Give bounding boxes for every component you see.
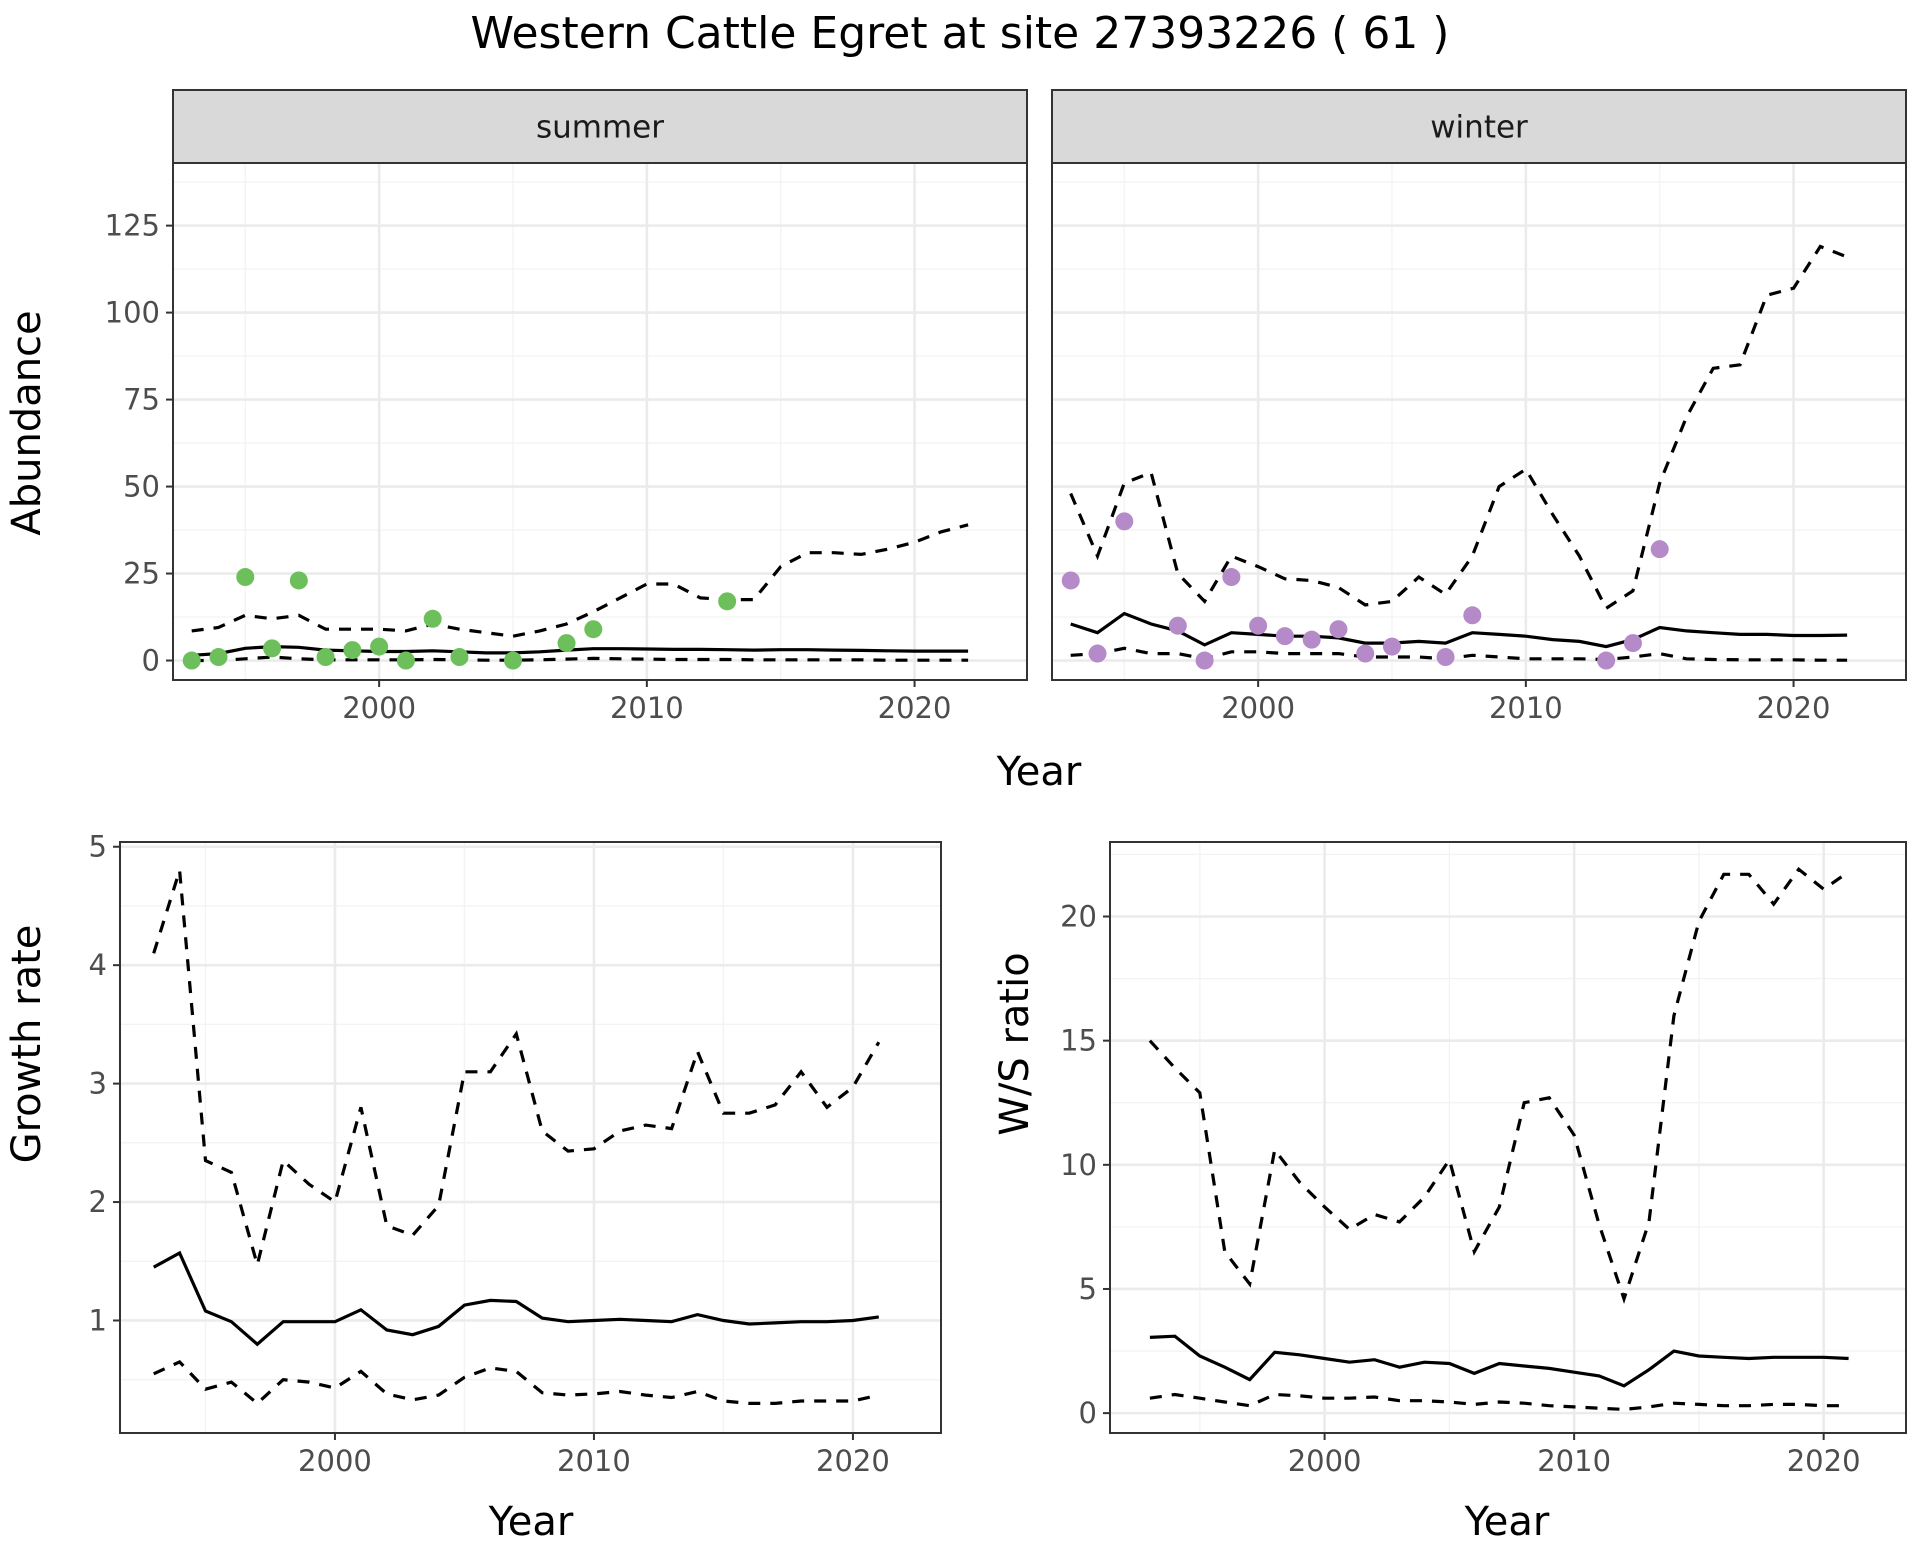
- summer-y-tick-label: 0: [142, 644, 160, 678]
- winter-observed-point: [1463, 606, 1482, 625]
- winter-observed-point: [1356, 644, 1375, 663]
- ratio-upper-line: [1148, 867, 1850, 1305]
- ratio-panel-border: [1109, 841, 1907, 1434]
- growth-estimate-line: [152, 1250, 880, 1347]
- ws-ratio-panel: 2000 2010 2020 0 5 10 15 20: [1060, 841, 1907, 1478]
- winter-lower-line: [1070, 646, 1848, 662]
- ratio-y-tick-label: 15: [1060, 1024, 1097, 1058]
- growth-upper-line: [152, 869, 881, 1272]
- abundance-summer-panel: summer 2000 2010 2020 0 25 50 75 100 125: [105, 89, 1028, 725]
- growth-y-tick-label: 3: [89, 1067, 107, 1101]
- summer-y-tick-label: 25: [123, 557, 160, 591]
- winter-observed-point: [1249, 616, 1268, 635]
- summer-observed-point: [263, 639, 282, 658]
- ratio-estimate-line: [1149, 1334, 1849, 1388]
- summer-observed-point: [423, 609, 442, 628]
- ratio-x-tick-label: 2010: [1537, 1444, 1611, 1478]
- growth-lower-line: [153, 1359, 880, 1406]
- winter-observed-point: [1088, 644, 1107, 663]
- summer-observed-point: [209, 648, 228, 667]
- winter-estimate-line: [1070, 611, 1848, 649]
- growth-y-tick-label: 5: [89, 830, 107, 864]
- summer-y-tick-label: 125: [105, 209, 160, 243]
- summer-observed-point: [289, 571, 308, 590]
- summer-observed-point: [236, 568, 255, 587]
- abundance-x-axis-title: Year: [996, 749, 1082, 795]
- summer-y-tick-label: 100: [105, 296, 160, 330]
- ratio-y-tick-label: 0: [1079, 1396, 1097, 1430]
- summer-observed-point: [557, 634, 576, 653]
- winter-observed-point: [1115, 512, 1134, 531]
- growth-y-tick-label: 4: [89, 948, 107, 982]
- winter-observed-point: [1061, 571, 1080, 590]
- summer-y-tick-label: 50: [123, 470, 160, 504]
- growth-rate-panel: 2000 2010 2020 1 2 3 4 5: [89, 830, 942, 1478]
- winter-observed-point: [1329, 620, 1348, 639]
- ratio-x-tick-label: 2000: [1288, 1444, 1362, 1478]
- winter-x-tick-label: 2010: [1489, 691, 1563, 725]
- summer-x-tick-label: 2000: [342, 691, 416, 725]
- winter-observed-point: [1650, 540, 1669, 559]
- winter-facet-strip: [1051, 89, 1907, 164]
- winter-x-tick-label: 2020: [1757, 691, 1831, 725]
- winter-observed-point: [1623, 634, 1642, 653]
- winter-upper-line: [1069, 244, 1848, 611]
- winter-observed-point: [1302, 630, 1321, 649]
- winter-observed-point: [1195, 651, 1214, 670]
- winter-observed-point: [1222, 568, 1241, 587]
- ratio-lower-line: [1149, 1392, 1849, 1412]
- summer-observed-point: [343, 641, 362, 660]
- summer-panel-border: [172, 162, 1028, 681]
- ratio-y-tick-label: 10: [1060, 1148, 1097, 1182]
- summer-observed-point: [718, 592, 737, 611]
- ratio-y-tick-label: 5: [1079, 1272, 1097, 1306]
- abundance-winter-panel: winter 2000 2010 2020: [1051, 89, 1907, 725]
- summer-x-tick-label: 2020: [878, 691, 952, 725]
- summer-upper-line: [191, 523, 969, 638]
- winter-panel-border: [1051, 162, 1907, 681]
- winter-observed-point: [1382, 637, 1401, 656]
- summer-observed-point: [182, 651, 201, 670]
- summer-x-tick-label: 2010: [610, 691, 684, 725]
- ws-ratio-y-axis-title: W/S ratio: [992, 952, 1038, 1135]
- growth-x-tick-label: 2010: [557, 1444, 631, 1478]
- ratio-x-tick-label: 2020: [1787, 1444, 1861, 1478]
- summer-observed-point: [370, 637, 389, 656]
- summer-observed-point: [450, 648, 469, 667]
- summer-estimate-line: [191, 644, 969, 657]
- summer-observed-point: [396, 651, 415, 670]
- ratio-y-tick-label: 20: [1060, 899, 1097, 933]
- summer-lower-line: [191, 655, 969, 663]
- growth-x-tick-label: 2020: [816, 1444, 890, 1478]
- winter-observed-point: [1275, 627, 1294, 646]
- summer-facet-strip: [172, 89, 1028, 164]
- winter-observed-point: [1436, 648, 1455, 667]
- summer-observed-point: [584, 620, 603, 639]
- summer-facet-label: summer: [536, 110, 664, 146]
- growth-y-tick-label: 1: [89, 1303, 107, 1337]
- summer-observed-point: [316, 648, 335, 667]
- abundance-y-axis-title: Abundance: [4, 310, 50, 535]
- growth-panel-border: [119, 841, 942, 1434]
- growth-rate-y-axis-title: Growth rate: [4, 925, 50, 1164]
- winter-x-tick-label: 2000: [1221, 691, 1295, 725]
- winter-observed-point: [1597, 651, 1616, 670]
- winter-facet-label: winter: [1430, 110, 1528, 146]
- summer-y-tick-label: 75: [123, 383, 160, 417]
- chart-title: Western Cattle Egret at site 27393226 ( …: [471, 8, 1450, 59]
- ws-ratio-x-axis-title: Year: [1464, 1499, 1550, 1545]
- growth-y-tick-label: 2: [89, 1185, 107, 1219]
- summer-observed-point: [503, 651, 522, 670]
- growth-x-tick-label: 2000: [298, 1444, 372, 1478]
- growth-rate-x-axis-title: Year: [488, 1499, 574, 1545]
- winter-observed-point: [1168, 616, 1187, 635]
